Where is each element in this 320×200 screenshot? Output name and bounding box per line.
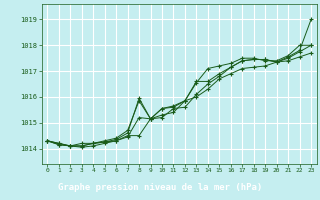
Text: Graphe pression niveau de la mer (hPa): Graphe pression niveau de la mer (hPa): [58, 184, 262, 192]
